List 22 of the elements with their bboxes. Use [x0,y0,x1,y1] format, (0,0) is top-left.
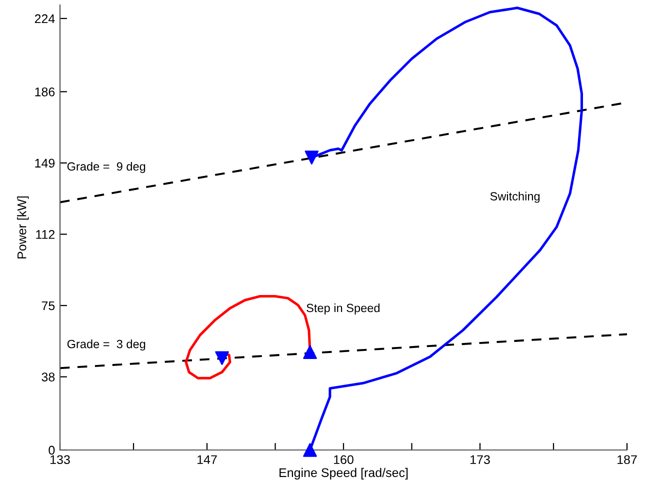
point [304,150,319,164]
x-tick-label: 173 [470,455,490,464]
x-tick-label: 187 [618,455,637,464]
annotation: Grade = 3 deg [67,340,146,351]
point [303,345,317,360]
y-axis-title: Power [kW] [17,196,29,258]
y-tick-label: 149 [35,158,55,168]
y-tick-label: 75 [42,301,55,310]
point [215,351,229,366]
y-tick-label: 112 [36,230,55,239]
point [303,443,317,457]
y-tick-label: 224 [34,14,55,24]
y-tick-label: 0 [48,446,55,455]
annotation: Grade = 9 deg [67,162,146,173]
y-tick-label: 38 [42,372,55,382]
x-axis-title: Engine Speed [rad/sec] [280,468,408,480]
x-tick-label: 133 [50,455,70,464]
annotation: Switching [490,192,540,203]
x-tick-label: 147 [198,455,217,464]
annotation: Step in Speed [306,303,380,314]
x-tick-label: 160 [334,455,354,464]
y-tick-label: 186 [35,87,55,96]
